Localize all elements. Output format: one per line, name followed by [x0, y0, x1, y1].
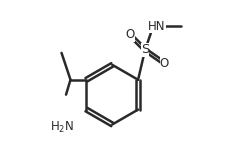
- Text: H$_2$N: H$_2$N: [50, 120, 73, 135]
- Text: HN: HN: [148, 20, 165, 33]
- Text: S: S: [140, 43, 149, 56]
- Text: O: O: [159, 57, 168, 70]
- Text: O: O: [125, 28, 134, 42]
